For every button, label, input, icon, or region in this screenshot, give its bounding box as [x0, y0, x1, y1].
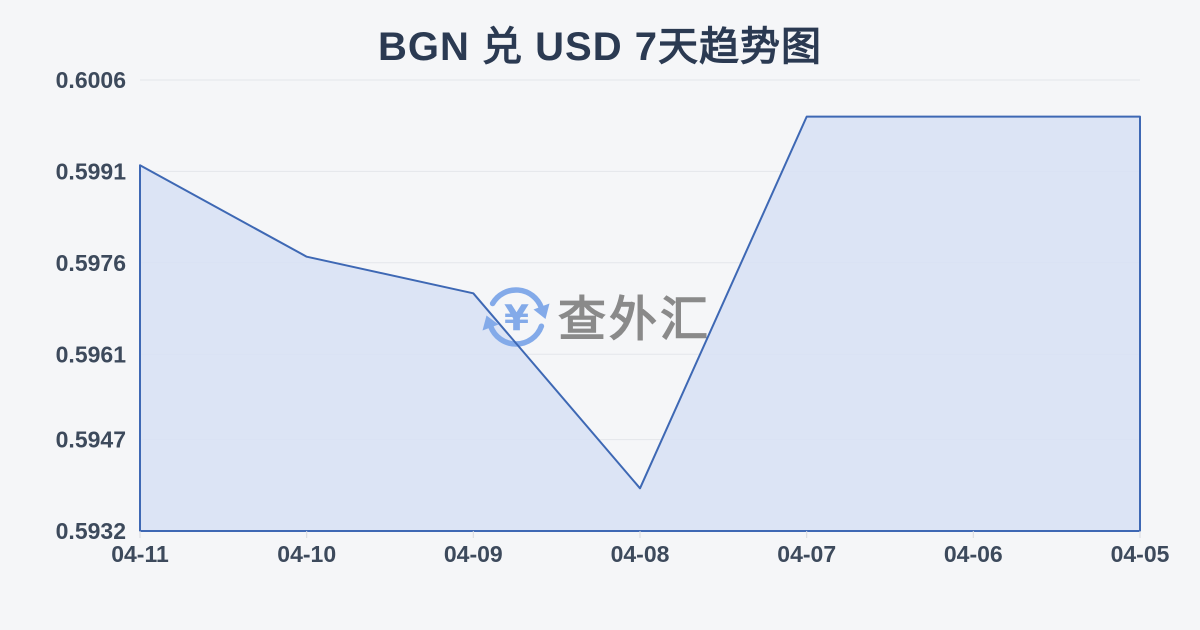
watermark: ¥ 查外汇	[482, 287, 711, 347]
y-axis-tick-label: 0.5947	[56, 427, 126, 453]
y-axis-labels: 0.6006 0.5991 0.5976 0.5961 0.5947 0.5932	[56, 67, 127, 544]
area-fill-path	[140, 116, 1140, 531]
x-axis-tick-label: 04-07	[777, 541, 836, 567]
x-axis-tick-label: 04-08	[611, 541, 670, 567]
y-axis-tick-label: 0.5991	[56, 158, 127, 184]
y-axis-tick-label: 0.5932	[56, 518, 126, 544]
y-axis-tick-label: 0.5976	[56, 250, 126, 276]
y-axis-tick-label: 0.6006	[56, 67, 126, 93]
x-axis-tick-label: 04-09	[444, 541, 503, 567]
watermark-text: 查外汇	[558, 294, 711, 347]
x-axis-tick-label: 04-06	[944, 541, 1003, 567]
x-axis-tick-label: 04-11	[111, 541, 169, 567]
x-axis-tick-label: 04-05	[1111, 541, 1170, 567]
y-axis-tick-label: 0.5961	[56, 341, 127, 367]
x-axis-tick-label: 04-10	[277, 541, 336, 567]
page-title: BGN 兑 USD 7天趋势图	[378, 25, 822, 69]
area-fill	[140, 116, 1140, 531]
x-axis-labels: 04-11 04-10 04-09 04-08 04-07 04-06 04-05	[111, 531, 1170, 567]
